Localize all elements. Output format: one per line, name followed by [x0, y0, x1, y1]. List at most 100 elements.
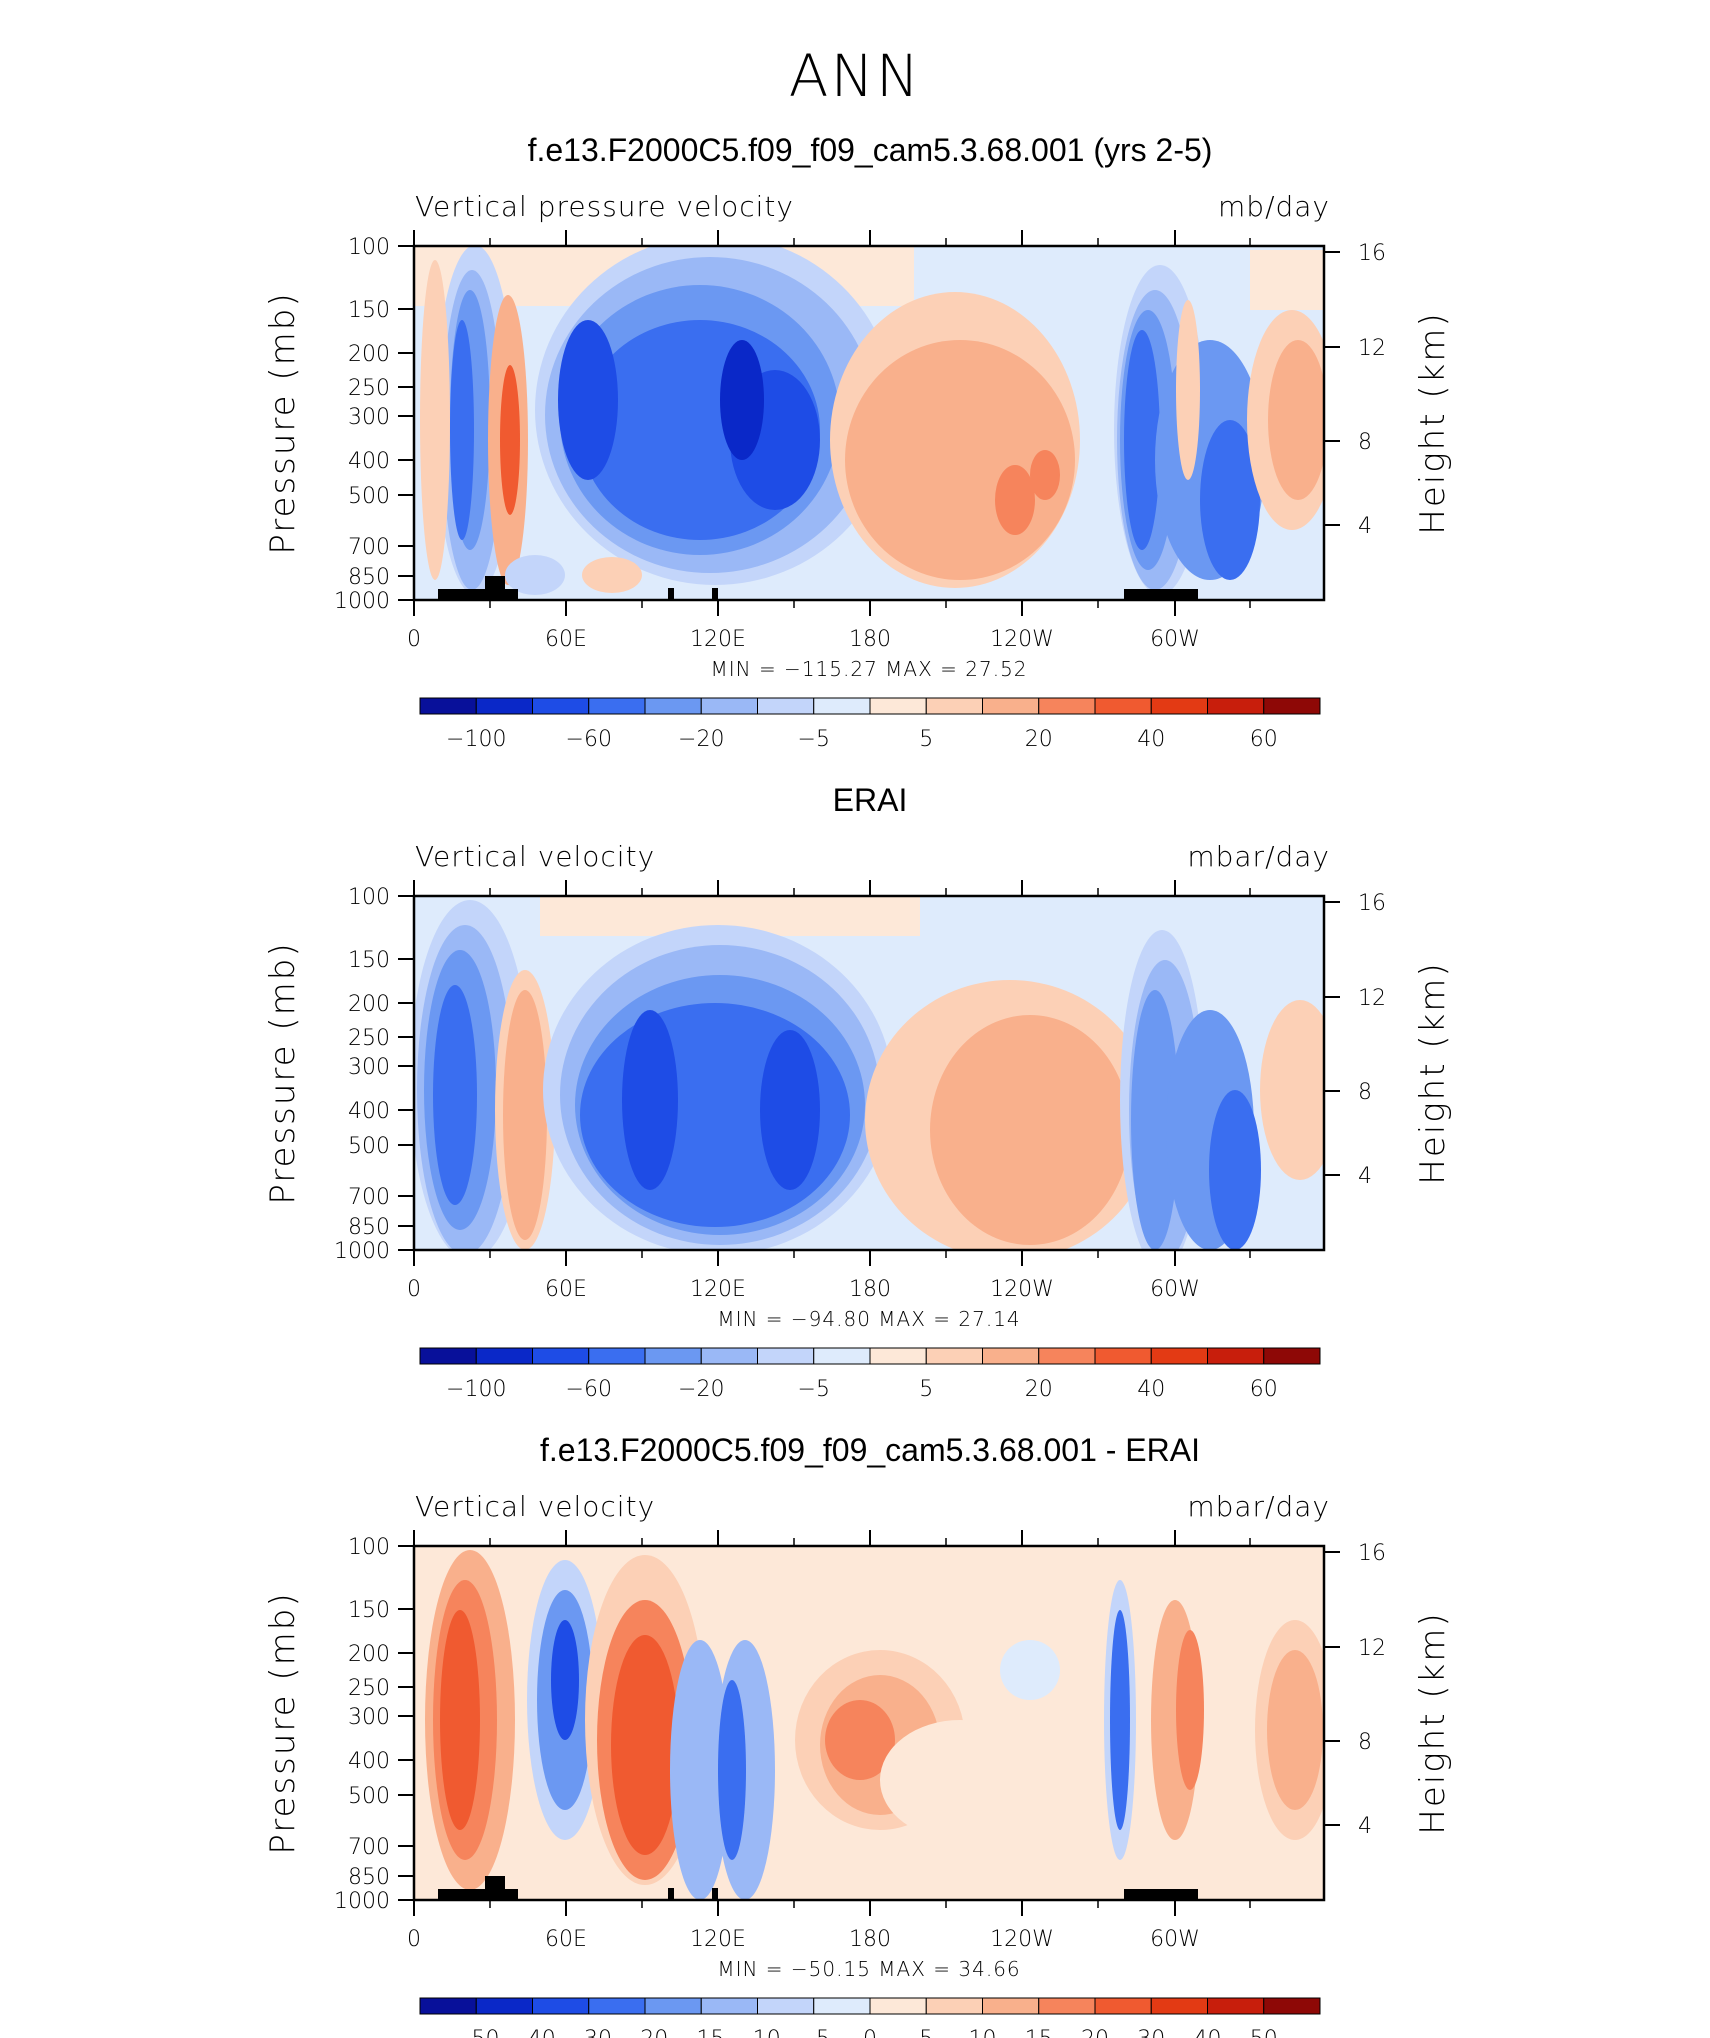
colorbar-swatch [1263, 1347, 1321, 1365]
colorbar-label: −20 [678, 727, 724, 752]
contour-region [1267, 1650, 1323, 1810]
y-axis-label: Pressure (mb) [263, 291, 303, 554]
contour-region [760, 1030, 820, 1190]
colorbar-label: 5 [919, 727, 933, 752]
colorbar-label: −100 [446, 727, 506, 752]
topography-mask [438, 589, 518, 600]
panel-3-variable-label: Vertical velocity [415, 1490, 656, 1523]
y2-tick-label: 8 [1358, 1730, 1372, 1755]
colorbar-label: −60 [566, 727, 612, 752]
y2-tick-label: 12 [1358, 336, 1386, 361]
y-tick-label: 400 [348, 449, 390, 474]
contour-region [450, 320, 474, 540]
colorbar-label: 40 [1137, 1377, 1165, 1402]
contour-region [670, 1640, 730, 1900]
x-tick-label: 60W [1150, 1277, 1200, 1302]
y-tick-label: 150 [348, 948, 390, 973]
colorbar-label: 10 [969, 2027, 997, 2038]
colorbar-label: −20 [622, 2027, 668, 2038]
y-tick-label: 200 [348, 342, 390, 367]
topography-mask [485, 1876, 505, 1900]
y-tick-label: 100 [348, 1535, 390, 1560]
x-tick-label: 120W [990, 1927, 1054, 1952]
y-tick-label: 300 [348, 405, 390, 430]
y2-tick-label: 16 [1358, 241, 1386, 266]
y-tick-label: 400 [348, 1749, 390, 1774]
y-tick-label: 200 [348, 992, 390, 1017]
y-tick-label: 150 [348, 298, 390, 323]
y-tick-label: 700 [348, 535, 390, 560]
x-tick-label: 180 [849, 1927, 891, 1952]
x-tick-label: 120W [990, 627, 1054, 652]
colorbar-swatch [925, 1997, 983, 2015]
colorbar-label: 60 [1250, 727, 1278, 752]
x-tick-label: 120W [990, 1277, 1054, 1302]
min-max-stats: MIN = −94.80 MAX = 27.14 [717, 1307, 1020, 1331]
y2-tick-label: 12 [1358, 986, 1386, 1011]
colorbar-label: −5 [798, 727, 830, 752]
field-layer [414, 1546, 1324, 1900]
x-tick-label: 0 [407, 1927, 421, 1952]
topography-mask [668, 588, 674, 600]
colorbar-label: −100 [446, 1377, 506, 1402]
y2-axis-label: Height (km) [1413, 961, 1453, 1184]
x-tick-label: 60W [1150, 1927, 1200, 1952]
colorbar-swatch [1207, 1997, 1265, 2015]
y-tick-label: 250 [348, 376, 390, 401]
topography-mask [668, 1888, 674, 1900]
colorbar-label: −5 [798, 2027, 830, 2038]
y-axis-label: Pressure (mb) [263, 1591, 303, 1854]
panel-2-title: ERAI [832, 782, 908, 818]
x-tick-label: 0 [407, 1277, 421, 1302]
contour-region [1268, 340, 1324, 500]
y-tick-label: 1000 [334, 1239, 390, 1264]
colorbar-swatch [813, 1997, 871, 2015]
y-tick-label: 850 [348, 565, 390, 590]
colorbar-swatch [532, 1997, 590, 2015]
colorbar-label: 40 [1137, 727, 1165, 752]
y2-tick-label: 4 [1358, 1164, 1372, 1189]
colorbar-label: −50 [453, 2027, 499, 2038]
colorbar-swatch [588, 1997, 646, 2015]
colorbar-label: 60 [1250, 1377, 1278, 1402]
contour-region [505, 555, 565, 595]
y2-tick-label: 4 [1358, 1814, 1372, 1839]
y-tick-label: 150 [348, 1598, 390, 1623]
contour-region [420, 260, 450, 580]
topography-mask [485, 576, 505, 600]
x-tick-label: 60E [545, 1277, 587, 1302]
y-tick-label: 250 [348, 1676, 390, 1701]
x-tick-label: 180 [849, 627, 891, 652]
x-tick-label: 120E [690, 1277, 746, 1302]
colorbar-label: 5 [919, 2027, 933, 2038]
y-axis-label: Pressure (mb) [263, 941, 303, 1204]
contour-region [503, 990, 547, 1240]
colorbar-swatch [1263, 697, 1321, 715]
x-tick-label: 60E [545, 627, 587, 652]
contour-region [1200, 420, 1260, 580]
panel-3-title: f.e13.F2000C5.f09_f09_cam5.3.68.001 - ER… [540, 1432, 1200, 1468]
colorbar-label: 15 [1025, 2027, 1053, 2038]
y2-tick-label: 16 [1358, 1541, 1386, 1566]
panel-1-title: f.e13.F2000C5.f09_f09_cam5.3.68.001 (yrs… [527, 132, 1213, 168]
y-tick-label: 250 [348, 1026, 390, 1051]
colorbar-label: −10 [734, 2027, 780, 2038]
colorbar-swatch [1150, 1997, 1208, 2015]
colorbar-label: 0 [863, 2027, 877, 2038]
colorbar-label: −60 [566, 1377, 612, 1402]
y-tick-label: 100 [348, 885, 390, 910]
contour-region [995, 465, 1035, 535]
contour-region [1000, 1640, 1060, 1700]
topography-mask [712, 1888, 718, 1900]
x-tick-label: 0 [407, 627, 421, 652]
panel-1-variable-label: Vertical pressure velocity [415, 190, 794, 223]
colorbar-label: −20 [678, 1377, 724, 1402]
colorbar-swatch [475, 1997, 533, 2015]
colorbar-swatch [1263, 1997, 1321, 2015]
y-tick-label: 700 [348, 1185, 390, 1210]
contour-region [1209, 1090, 1261, 1250]
colorbar-swatch [700, 1997, 758, 2015]
y-tick-label: 1000 [334, 589, 390, 614]
